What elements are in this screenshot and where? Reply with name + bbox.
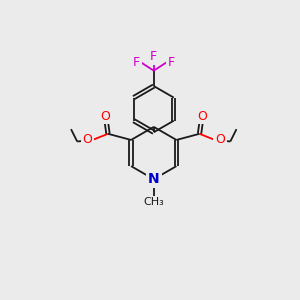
Text: O: O xyxy=(83,134,93,146)
Text: O: O xyxy=(197,110,207,123)
Text: F: F xyxy=(168,56,175,69)
Text: N: N xyxy=(148,172,160,186)
Text: CH₃: CH₃ xyxy=(143,197,164,207)
Text: F: F xyxy=(133,56,140,69)
Text: O: O xyxy=(101,110,111,123)
Text: O: O xyxy=(215,134,225,146)
Text: F: F xyxy=(150,50,157,63)
